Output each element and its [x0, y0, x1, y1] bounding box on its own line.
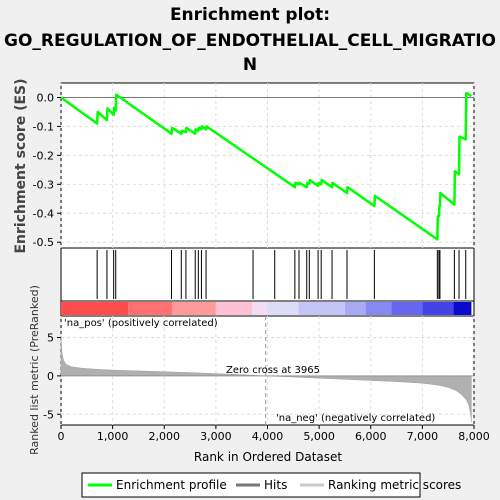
- axis-ticks: 0.0 -0.1 -0.2 -0.3 -0.4 -0.5 5 0 -5 0 1,000 2,000 3,…: [33, 91, 490, 443]
- colorbar-segment: [365, 302, 392, 315]
- metric-ytick-label: 5: [47, 331, 54, 344]
- enrichment-grid: [60, 83, 475, 248]
- enrichment-ytick-label: -0.1: [33, 120, 54, 133]
- legend-label-enrichment: Enrichment profile: [116, 478, 227, 492]
- colorbar-segment: [344, 302, 366, 315]
- colorbar-segment: [171, 302, 216, 315]
- colorbar-segment: [453, 302, 472, 315]
- x-tick-label: 7,000: [407, 430, 439, 443]
- neg-correlated-label: 'na_neg' (negatively correlated): [276, 413, 435, 424]
- legend: Enrichment profile Hits Ranking metric s…: [81, 472, 461, 498]
- title-line-2: GO_REGULATION_OF_ENDOTHELIAL_CELL_MIGRAT…: [4, 31, 496, 51]
- metric-y-label: Ranked list metric (PreRanked): [28, 285, 41, 455]
- metric-ytick-label: 0: [47, 370, 54, 383]
- pos-correlated-label: 'na_pos' (positively correlated): [64, 318, 218, 329]
- x-tick-label: 0: [58, 430, 65, 443]
- enrichment-profile-line: [60, 91, 473, 241]
- hits-panel: [60, 247, 475, 302]
- colorbar-segment: [267, 302, 299, 315]
- title-line-1: Enrichment plot:: [170, 5, 330, 25]
- enrichment-ytick-label: -0.2: [33, 149, 54, 162]
- rank-colorbar: [61, 302, 472, 315]
- hits-layer: [96, 250, 467, 299]
- colorbar-segment: [61, 302, 129, 315]
- metric-layer: [60, 316, 474, 425]
- x-tick-label: 5,000: [303, 430, 335, 443]
- x-tick-label: 3,000: [200, 430, 232, 443]
- x-tick-label: 4,000: [252, 430, 284, 443]
- enrichment-ytick-label: -0.3: [33, 178, 54, 191]
- colorbar-segment: [128, 302, 172, 315]
- colorbar-segment: [422, 302, 454, 315]
- x-tick-label: 1,000: [97, 430, 129, 443]
- enrichment-line-layer: [60, 91, 473, 241]
- enrichment-ytick-label: -0.4: [33, 207, 54, 220]
- enrichment-ytick-label: 0.0: [37, 91, 55, 104]
- ranking-metric-area: [60, 335, 472, 422]
- colorbar-segment: [252, 302, 268, 315]
- legend-label-ranking: Ranking metric scores: [328, 478, 461, 492]
- zero-cross-label: Zero cross at 3965: [226, 365, 320, 376]
- legend-label-hits: Hits: [264, 478, 287, 492]
- x-tick-label: 8,000: [458, 430, 490, 443]
- x-axis-label: Rank in Ordered Dataset: [194, 450, 342, 464]
- title-line-3: N: [243, 55, 257, 75]
- enrichment-panel: [60, 82, 475, 249]
- metric-ytick-label: -5: [43, 408, 54, 421]
- enrichment-y-label: Enrichment score (ES): [13, 78, 29, 253]
- colorbar-segment: [391, 302, 423, 315]
- x-tick-label: 2,000: [149, 430, 181, 443]
- colorbar-segment: [298, 302, 345, 315]
- x-tick-label: 6,000: [355, 430, 387, 443]
- colorbar-segment: [215, 302, 253, 315]
- enrichment-ytick-label: -0.5: [33, 236, 54, 249]
